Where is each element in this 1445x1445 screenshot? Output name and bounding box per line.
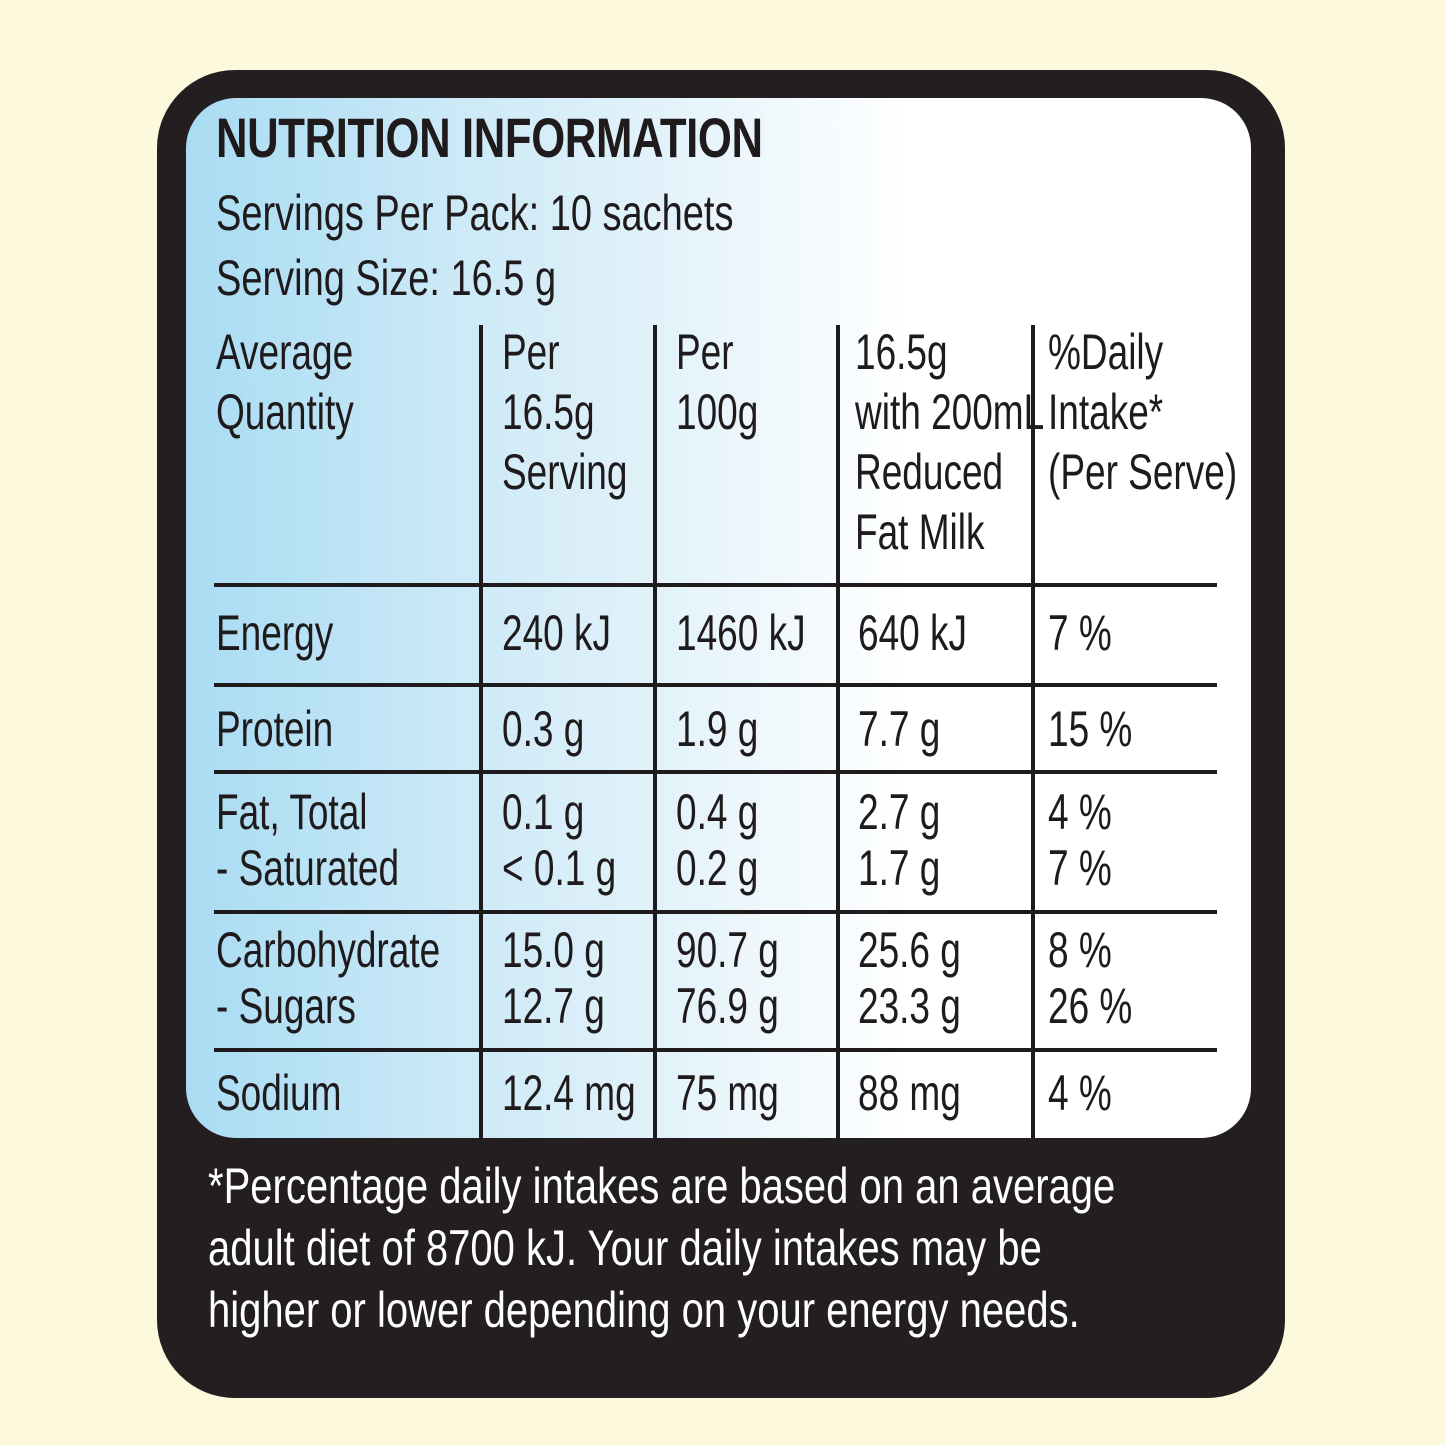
protein-with-milk: 7.7 g	[858, 701, 941, 757]
footnote-line: adult diet of 8700 kJ. Your daily intake…	[208, 1220, 1042, 1276]
row-divider	[214, 683, 1217, 687]
energy-per-100g: 1460 kJ	[676, 605, 806, 661]
row-divider	[214, 770, 1217, 774]
nutrient-energy: Energy	[216, 605, 334, 661]
nutrient-carbohydrate: Carbohydrate - Sugars	[216, 922, 441, 1034]
label-title: NUTRITION INFORMATION	[216, 106, 763, 169]
row-divider	[214, 1048, 1217, 1052]
column-divider	[1031, 325, 1035, 1140]
protein-per-100g: 1.9 g	[676, 701, 759, 757]
column-divider	[653, 325, 657, 1140]
energy-daily-intake: 7 %	[1048, 605, 1112, 661]
carbohydrate-with-milk: 25.6 g 23.3 g	[858, 922, 961, 1034]
fat-daily-intake: 4 % 7 %	[1048, 784, 1112, 896]
fat-with-milk: 2.7 g 1.7 g	[858, 784, 941, 896]
carbohydrate-daily-intake: 8 % 26 %	[1048, 922, 1133, 1034]
header-per-serving: Per 16.5g Serving	[502, 324, 628, 500]
nutrition-table-panel	[186, 98, 1251, 1138]
column-divider	[479, 325, 483, 1140]
header-per-100g: Per 100g	[676, 324, 759, 440]
header-daily-intake: %Daily Intake* (Per Serve)	[1048, 324, 1238, 500]
fat-per-100g: 0.4 g 0.2 g	[676, 784, 759, 896]
protein-daily-intake: 15 %	[1048, 701, 1133, 757]
sodium-daily-intake: 4 %	[1048, 1065, 1112, 1121]
carbohydrate-per-100g: 90.7 g 76.9 g	[676, 922, 779, 1034]
sodium-per-serving: 12.4 mg	[502, 1065, 636, 1121]
carbohydrate-per-serving: 15.0 g 12.7 g	[502, 922, 605, 1034]
header-with-milk: 16.5g with 200mL Reduced Fat Milk	[855, 324, 1045, 560]
serving-size: Serving Size: 16.5 g	[216, 250, 557, 306]
header-average-quantity: Average Quantity	[216, 324, 354, 440]
servings-per-pack: Servings Per Pack: 10 sachets	[216, 185, 734, 241]
footnote-line: higher or lower depending on your energy…	[208, 1282, 1080, 1338]
energy-with-milk: 640 kJ	[858, 605, 968, 661]
footnote-line: *Percentage daily intakes are based on a…	[208, 1158, 1116, 1214]
sodium-with-milk: 88 mg	[858, 1065, 961, 1121]
energy-per-serving: 240 kJ	[502, 605, 612, 661]
nutrient-protein: Protein	[216, 701, 334, 757]
row-divider	[214, 583, 1217, 587]
sodium-per-100g: 75 mg	[676, 1065, 779, 1121]
nutrient-fat: Fat, Total - Saturated	[216, 784, 400, 896]
column-divider	[836, 325, 840, 1140]
fat-per-serving: 0.1 g < 0.1 g	[502, 784, 617, 896]
protein-per-serving: 0.3 g	[502, 701, 585, 757]
row-divider	[214, 910, 1217, 914]
nutrient-sodium: Sodium	[216, 1065, 342, 1121]
daily-intake-footnote: *Percentage daily intakes are based on a…	[208, 1155, 1115, 1341]
